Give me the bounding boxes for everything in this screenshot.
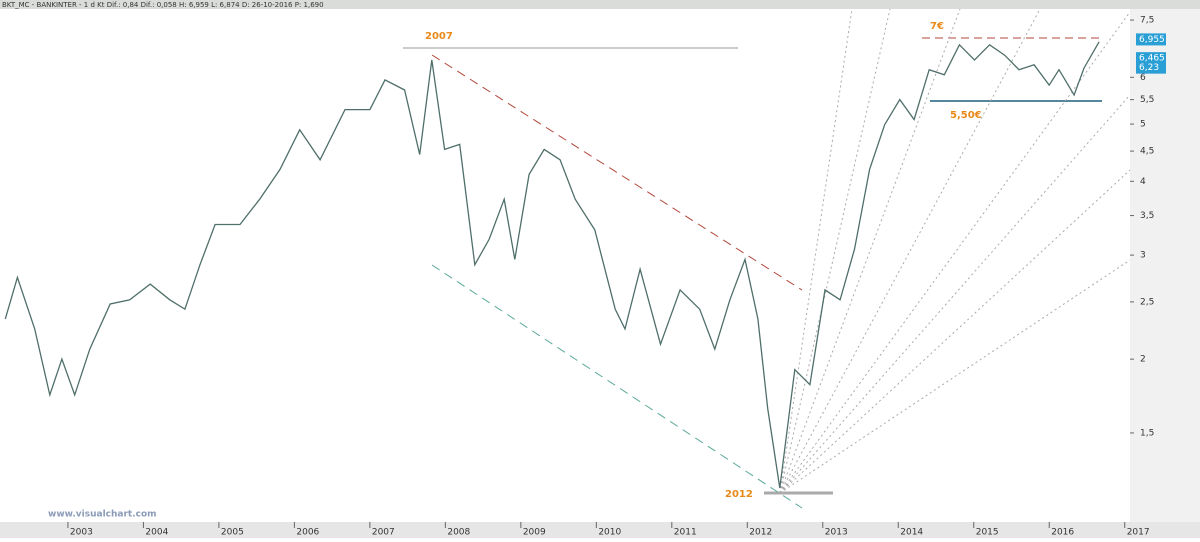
y-tick-label: 2,5	[1140, 297, 1154, 307]
gann-fan	[779, 8, 1131, 494]
price-badge	[1136, 61, 1166, 74]
watermark: www.visualchart.com	[48, 510, 157, 520]
x-tick-label: 2008	[447, 528, 470, 538]
price-badge	[1136, 52, 1166, 65]
x-axis-area	[0, 522, 1200, 538]
annotation: 2012	[725, 489, 753, 500]
x-tick-label: 2006	[296, 528, 319, 538]
y-tick-label: 4,5	[1140, 147, 1154, 157]
annotation: 7€	[930, 21, 944, 32]
y-tick-label: 3,5	[1140, 211, 1154, 221]
x-tick-label: 2015	[976, 528, 999, 538]
y-tick-label: 4	[1140, 177, 1146, 187]
y-tick-label: 1,5	[1140, 428, 1154, 438]
x-tick-label: 2013	[825, 528, 848, 538]
header-bar	[0, 0, 1200, 9]
x-tick-label: 2016	[1051, 528, 1074, 538]
drawings	[403, 8, 1131, 509]
x-tick-label: 2004	[145, 528, 168, 538]
x-tick-label: 2011	[674, 528, 697, 538]
y-tick-label: 7,5	[1140, 16, 1154, 26]
y-tick-label: 5,5	[1140, 95, 1154, 105]
trend-line	[431, 54, 803, 291]
header-text: BKT_MC - BANKINTER - 1 d Kt Dif.: 0,84 D…	[2, 1, 324, 9]
x-tick-label: 2005	[221, 528, 244, 538]
x-tick-label: 2014	[900, 528, 923, 538]
x-tick-label: 2017	[1127, 528, 1150, 538]
y-tick-label: 3	[1140, 251, 1146, 261]
x-tick-label: 2012	[749, 528, 772, 538]
annotation: 2007	[425, 31, 453, 42]
x-tick-label: 2009	[523, 528, 546, 538]
trend-line	[431, 264, 803, 509]
price-badge-label: 6,465	[1139, 54, 1165, 64]
annotation: 5,50€	[950, 110, 982, 121]
y-tick-label: 2	[1140, 355, 1146, 365]
x-tick-label: 2007	[372, 528, 395, 538]
x-tick-label: 2010	[598, 528, 621, 538]
y-axis-area	[1130, 9, 1200, 522]
y-tick-label: 6	[1140, 73, 1146, 83]
y-tick-label: 5	[1140, 120, 1146, 130]
x-tick-label: 2003	[70, 528, 93, 538]
price-badge-label: 6,955	[1139, 35, 1165, 45]
price-badge-label: 6,23	[1139, 63, 1159, 73]
price-line	[4, 41, 1100, 489]
price-badge	[1136, 33, 1166, 46]
